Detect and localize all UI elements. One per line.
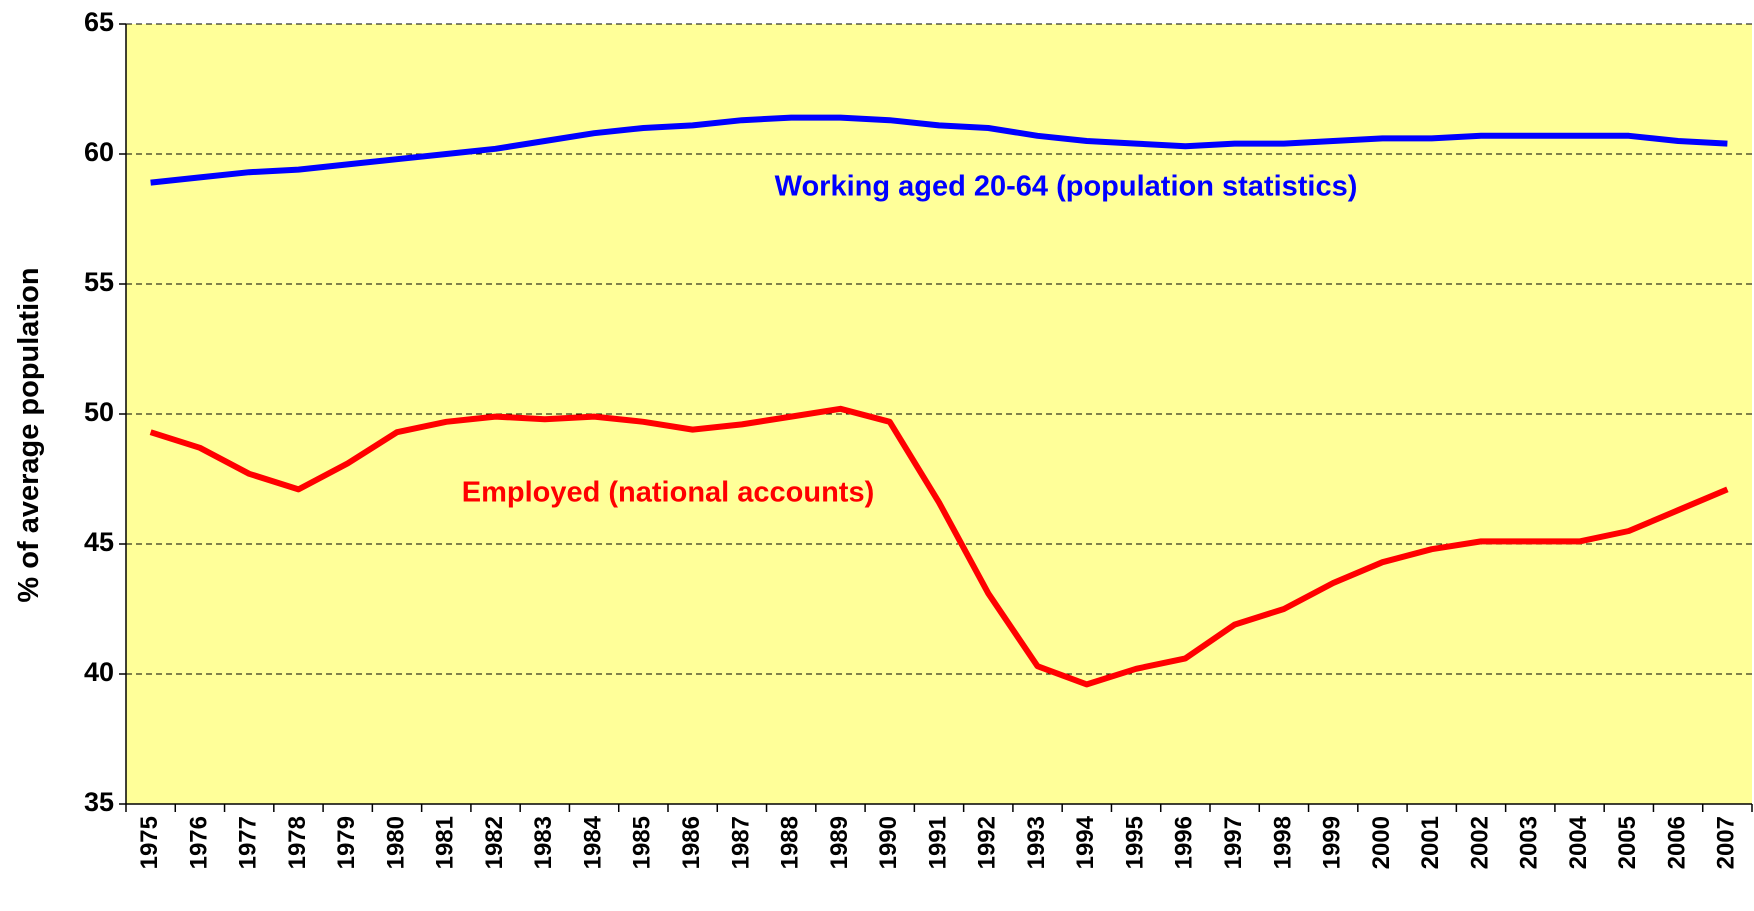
x-tick-label: 1989 bbox=[826, 816, 853, 869]
y-axis-label: % of average population bbox=[13, 267, 45, 602]
x-tick-label: 2006 bbox=[1663, 816, 1690, 869]
x-tick-label: 1994 bbox=[1072, 815, 1099, 869]
x-tick-label: 2001 bbox=[1417, 816, 1444, 869]
y-tick-label: 55 bbox=[84, 267, 114, 297]
y-tick-label: 60 bbox=[84, 137, 114, 167]
x-tick-label: 1980 bbox=[382, 816, 409, 869]
x-tick-label: 1985 bbox=[629, 816, 656, 869]
x-tick-label: 1987 bbox=[727, 816, 754, 869]
x-tick-label: 1990 bbox=[875, 816, 902, 869]
x-tick-label: 2004 bbox=[1565, 815, 1592, 869]
x-tick-label: 1988 bbox=[777, 816, 804, 869]
y-tick-label: 35 bbox=[84, 787, 114, 817]
x-tick-label: 1993 bbox=[1023, 816, 1050, 869]
x-tick-label: 1999 bbox=[1319, 816, 1346, 869]
y-tick-label: 50 bbox=[84, 397, 114, 427]
x-tick-label: 2000 bbox=[1368, 816, 1395, 869]
x-tick-label: 2003 bbox=[1516, 816, 1543, 869]
x-tick-label: 1976 bbox=[185, 816, 212, 869]
x-tick-label: 1982 bbox=[481, 816, 508, 869]
x-tick-label: 1983 bbox=[530, 816, 557, 869]
x-tick-label: 1996 bbox=[1171, 816, 1198, 869]
series-line bbox=[149, 405, 1729, 688]
x-tick-label: 1979 bbox=[333, 816, 360, 869]
series-label: Working aged 20-64 (population statistic… bbox=[775, 171, 1358, 203]
x-tick-label: 2007 bbox=[1713, 816, 1740, 869]
x-tick-label: 1978 bbox=[284, 816, 311, 869]
x-tick-label: 2005 bbox=[1614, 816, 1641, 869]
x-tick-label: 1981 bbox=[432, 816, 459, 869]
x-tick-label: 1995 bbox=[1121, 816, 1148, 869]
x-tick-label: 1975 bbox=[136, 816, 163, 869]
x-tick-label: 2002 bbox=[1466, 816, 1493, 869]
x-tick-label: 1992 bbox=[974, 816, 1001, 869]
y-tick-label: 65 bbox=[84, 7, 114, 37]
x-tick-label: 1984 bbox=[579, 815, 606, 869]
series-line bbox=[150, 114, 1728, 186]
x-tick-label: 1997 bbox=[1220, 816, 1247, 869]
y-tick-label: 45 bbox=[84, 527, 114, 557]
x-tick-label: 1986 bbox=[678, 816, 705, 869]
series-label: Employed (national accounts) bbox=[462, 477, 875, 509]
x-tick-label: 1977 bbox=[235, 816, 262, 869]
x-tick-label: 1998 bbox=[1269, 816, 1296, 869]
y-tick-label: 40 bbox=[84, 657, 114, 687]
x-tick-label: 1991 bbox=[924, 816, 951, 869]
